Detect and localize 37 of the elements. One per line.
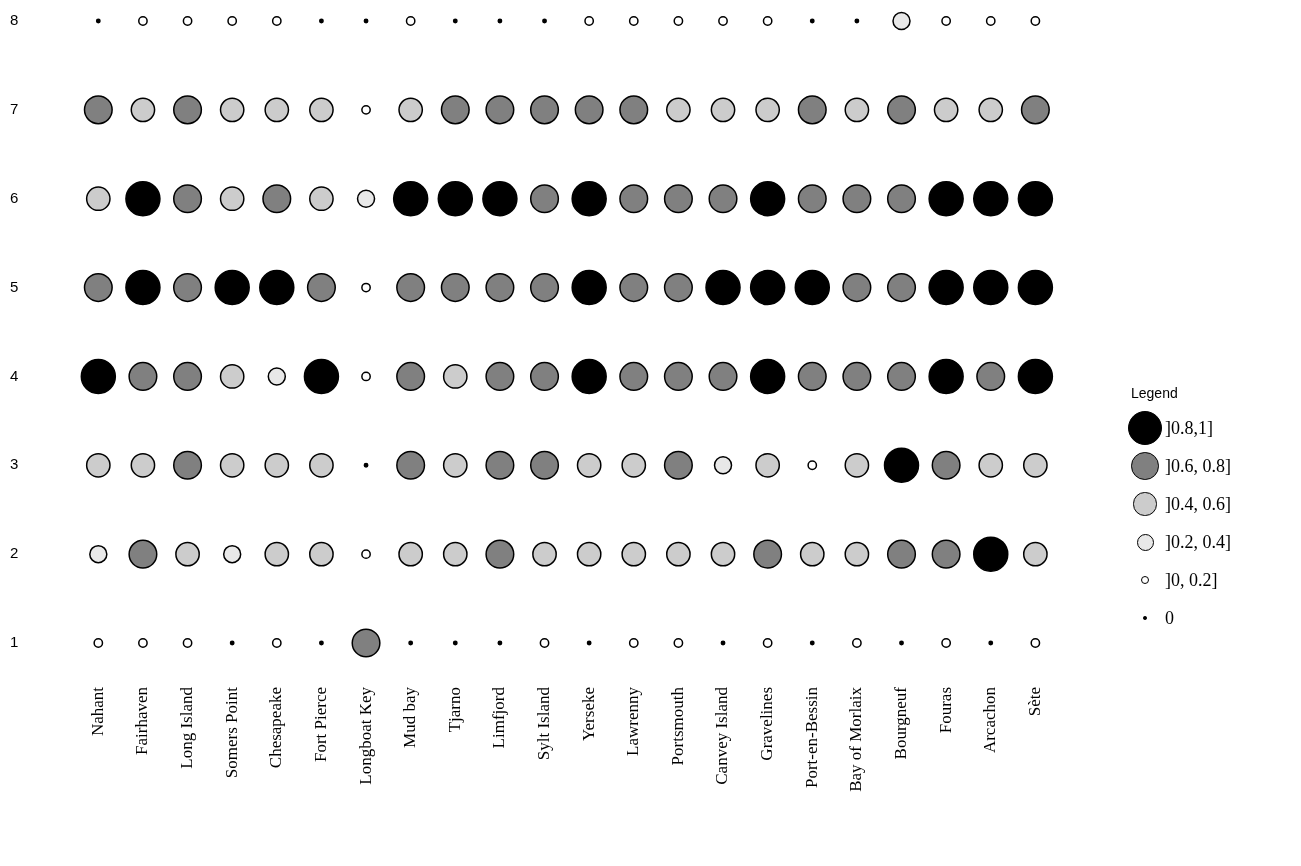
legend-label: ]0, 0.2] (1165, 569, 1218, 591)
y-tick-label: 4 (10, 366, 19, 384)
x-tick-label: Bourgneuf (890, 686, 910, 760)
x-tick-label: Yerseke (578, 687, 598, 741)
x-tick-label: Mud bay (400, 686, 420, 748)
y-tick-label: 8 (10, 11, 19, 29)
x-tick-label: Nahant (87, 686, 107, 737)
x-tick-label: Canvey Island (712, 686, 732, 785)
x-tick-label: Somers Point (221, 686, 241, 779)
x-tick-label: Fairhaven (132, 686, 152, 755)
x-tick-label: Long Island (177, 686, 197, 769)
y-tick-label: 5 (10, 277, 19, 295)
x-tick-label: Port-en-Bessin (801, 686, 821, 789)
legend-label: ]0.2, 0.4] (1165, 531, 1231, 553)
x-tick-label: Bay of Morlaix (846, 686, 866, 792)
x-tick-label: Portsmouth (667, 686, 687, 766)
x-tick-label: Chesapeake (266, 687, 286, 769)
legend-label: ]0.4, 0.6] (1165, 493, 1231, 515)
x-tick-label: Gravelines (757, 687, 777, 761)
x-tick-label: Fouras (935, 687, 955, 734)
legend-label: ]0.8,1] (1165, 417, 1213, 439)
y-tick-label: 3 (10, 455, 19, 473)
x-tick-label: Lawrenny (623, 686, 643, 756)
x-tick-label: Sylt Island (534, 686, 553, 761)
x-tick-label: Sète (1024, 687, 1044, 717)
y-tick-label: 6 (10, 188, 19, 206)
x-tick-label: Limfjord (489, 686, 509, 749)
y-tick-label: 1 (10, 633, 19, 651)
legend-title: Legend (1131, 385, 1179, 401)
legend-label: 0 (1165, 607, 1174, 629)
x-tick-label: Fort Pierce (310, 687, 330, 763)
y-tick-label: 2 (10, 544, 19, 562)
legend-label: ]0.6, 0.8] (1165, 455, 1231, 477)
x-tick-label: Arcachon (980, 686, 1000, 754)
y-tick-label: 7 (10, 100, 19, 117)
x-tick-label: Tjarno (444, 687, 464, 733)
x-tick-label: Longboat Key (355, 686, 375, 785)
